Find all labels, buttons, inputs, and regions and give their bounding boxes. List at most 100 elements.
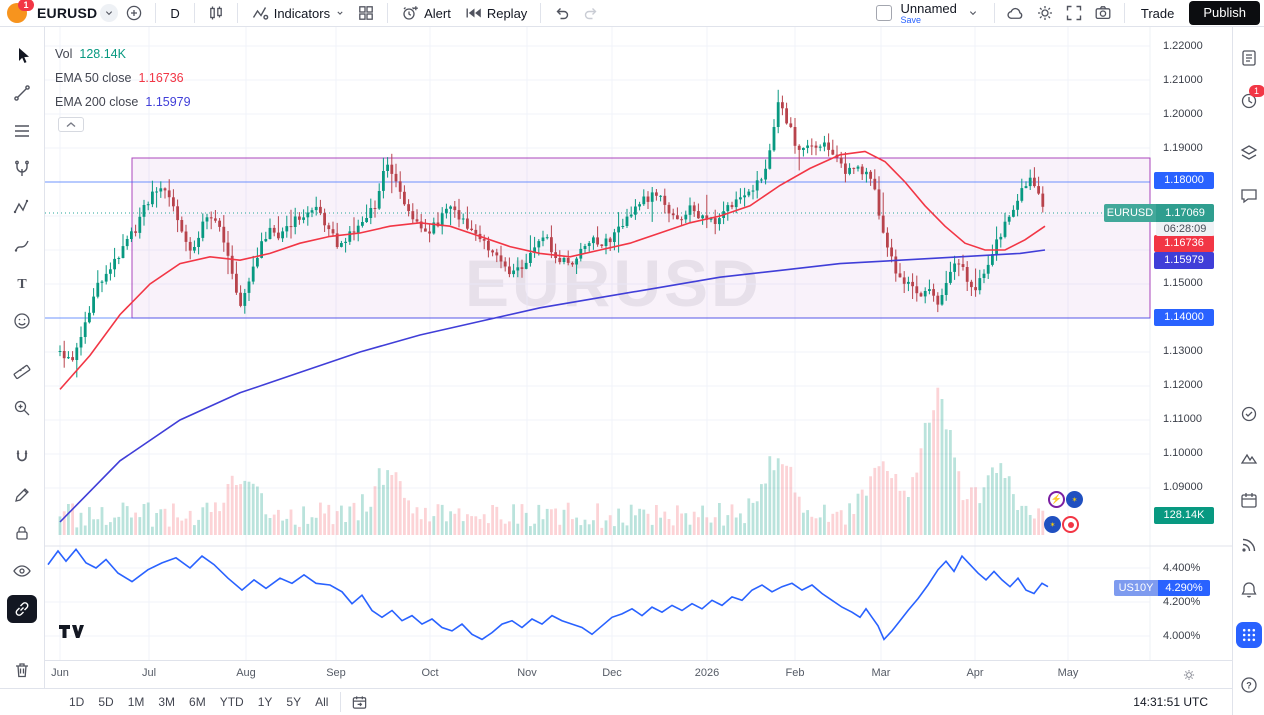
publish-button[interactable]: Publish [1189, 1, 1260, 25]
calendar-icon[interactable] [1236, 487, 1262, 513]
pencil-tool[interactable] [7, 481, 37, 509]
replay-button[interactable]: Replay [459, 4, 532, 22]
event-eu-flag-icon[interactable]: ✶ [1066, 491, 1083, 508]
time-axis[interactable]: Jun Jul Aug Sep Oct Nov Dec 2026 Feb Mar Apr May [45, 660, 1232, 688]
vol-label: Vol [55, 47, 73, 61]
magnet-tool[interactable] [7, 443, 37, 471]
redo-button[interactable] [578, 1, 604, 25]
eye-tool[interactable] [7, 557, 37, 585]
price-tick: 1.20000 [1163, 108, 1203, 120]
price-tick: 4.400% [1163, 562, 1201, 574]
us10y-badge-value: 4.290% [1158, 580, 1210, 596]
indicators-button[interactable]: Indicators [246, 4, 350, 22]
volume-legend-row[interactable]: Vol 128.14K [55, 42, 191, 66]
cloud-icon[interactable] [1003, 1, 1029, 25]
range-1m[interactable]: 1M [127, 695, 145, 709]
trend-line-tool[interactable] [7, 79, 37, 107]
chart-plot[interactable] [45, 27, 1232, 688]
fullscreen-icon[interactable] [1061, 1, 1087, 25]
layout-checkbox[interactable] [875, 5, 892, 21]
user-avatar[interactable]: 1 [6, 0, 34, 25]
layout-grid-icon[interactable] [353, 1, 379, 25]
settings-gear-icon[interactable] [1032, 1, 1058, 25]
tradingview-logo[interactable] [58, 623, 84, 642]
brush-tool[interactable] [7, 231, 37, 259]
add-symbol-button[interactable] [121, 1, 147, 25]
interval-button[interactable]: D [170, 5, 180, 21]
help-icon[interactable]: ? [1236, 672, 1262, 698]
lock-tool[interactable] [7, 519, 37, 547]
xabcd-pattern-tool[interactable] [7, 193, 37, 221]
layout-name-button[interactable]: Unnamed Save [901, 2, 957, 25]
ema200-value: 1.15979 [145, 95, 191, 109]
symbol-search-chevron-icon[interactable] [100, 4, 119, 22]
feed-rss-icon[interactable] [1236, 532, 1262, 558]
range-1y[interactable]: 1Y [257, 695, 273, 709]
chart-legend: Vol 128.14K EMA 50 close 1.16736 EMA 200… [55, 42, 191, 114]
economic-event-icons[interactable]: ⚡ ✶ ✶ [1035, 491, 1085, 543]
link-tool[interactable] [7, 595, 37, 623]
range-ytd[interactable]: YTD [219, 695, 244, 709]
text-tool[interactable]: T [7, 269, 37, 297]
range-3m[interactable]: 3M [158, 695, 176, 709]
red-dot [1067, 521, 1074, 528]
layout-chevron-icon[interactable] [960, 1, 986, 25]
bell-icon[interactable] [1236, 577, 1262, 603]
event-red-flag-icon[interactable] [1062, 516, 1079, 533]
event-eu-flag-icon[interactable]: ✶ [1044, 516, 1061, 533]
price-badge: 1.14000 [1154, 309, 1214, 326]
save-label: Save [900, 14, 922, 25]
ema50-legend-row[interactable]: EMA 50 close 1.16736 [55, 66, 191, 90]
symbol-label[interactable]: EURUSD [37, 5, 98, 21]
us10y-badge-name: US10Y [1114, 580, 1158, 596]
layers-icon[interactable] [1236, 140, 1262, 166]
range-5y[interactable]: 5Y [286, 695, 302, 709]
legend-collapse-button[interactable] [58, 117, 84, 132]
alerts-badge: 1 [1248, 85, 1264, 97]
fib-lines-tool[interactable] [7, 117, 37, 145]
vol-value: 128.14K [79, 47, 126, 61]
measure-tool[interactable] [7, 356, 37, 384]
time-label: Jul [141, 667, 157, 679]
range-6m[interactable]: 6M [189, 695, 206, 709]
undo-button[interactable] [549, 1, 575, 25]
avatar-notification-badge: 1 [18, 0, 34, 11]
range-5d[interactable]: 5D [98, 695, 114, 709]
ema200-legend-row[interactable]: EMA 200 close 1.15979 [55, 90, 191, 114]
cursor-tool[interactable] [7, 41, 37, 69]
time-label: 2026 [694, 667, 720, 679]
range-all[interactable]: All [315, 695, 329, 709]
check-circle-icon[interactable] [1236, 401, 1262, 427]
symbol-badge-price: 1.17069 [1156, 204, 1214, 222]
trash-tool[interactable] [7, 656, 37, 684]
time-label: Nov [517, 667, 537, 679]
time-label: Apr [966, 667, 984, 679]
emoji-tool[interactable] [7, 307, 37, 335]
screenshot-camera-icon[interactable] [1090, 1, 1116, 25]
price-tick: 1.22000 [1163, 40, 1203, 52]
chart-type-candles-icon[interactable] [203, 1, 229, 25]
zoom-tool[interactable] [7, 394, 37, 422]
alerts-clock-icon[interactable]: 1 [1236, 85, 1264, 114]
time-label: May [1057, 667, 1079, 679]
apps-grid-button[interactable] [1235, 622, 1262, 648]
chat-icon[interactable] [1236, 183, 1262, 209]
session-clock[interactable]: 14:31:51 UTC [1133, 695, 1208, 709]
watchlist-icon[interactable] [1236, 45, 1262, 71]
range-1d[interactable]: 1D [69, 695, 85, 709]
axis-settings-icon[interactable] [1179, 665, 1199, 685]
symbol-price-badge: EURUSD 1.17069 06:28:09 [1104, 204, 1214, 236]
alert-clock-icon [403, 6, 418, 20]
ema50-value: 1.16736 [138, 71, 184, 85]
replay-icon [466, 8, 481, 18]
price-tick: 1.10000 [1163, 447, 1203, 459]
go-to-date-button[interactable] [346, 690, 372, 714]
pitchfork-tool[interactable] [7, 155, 37, 183]
alert-button[interactable]: Alert [396, 4, 456, 22]
trade-button[interactable]: Trade [1140, 5, 1175, 21]
bottom-toolbar: 1D 5D 1M 3M 6M YTD 1Y 5Y All 14:31:51 UT… [0, 688, 1232, 715]
apps-grid-icon [1235, 622, 1262, 648]
chart-canvas[interactable]: EURUSD Vol 128.14K EMA 50 close 1.16736 … [45, 27, 1232, 688]
event-lightning-icon[interactable]: ⚡ [1048, 491, 1065, 508]
ideas-mountain-icon[interactable] [1236, 444, 1262, 470]
